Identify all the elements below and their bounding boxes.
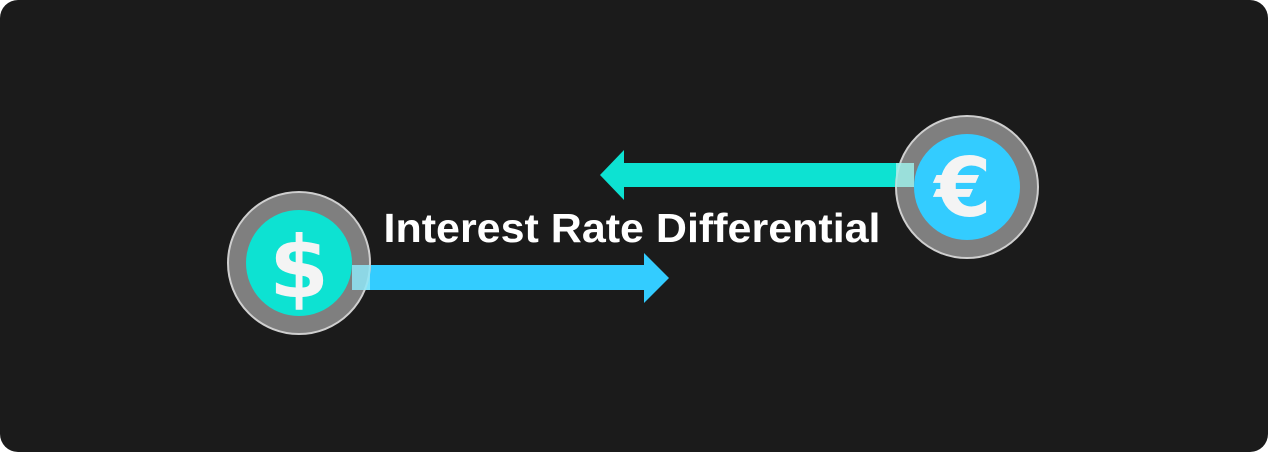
euro-coin: €: [895, 115, 1039, 259]
dollar-arrow-overlap: [352, 265, 370, 290]
dollar-arrow-shaft: [340, 265, 646, 290]
euro-arrow-overlap: [896, 163, 914, 187]
euro-coin-face: [914, 134, 1020, 240]
dollar-to-right-arrow: [340, 253, 669, 303]
dollar-arrow-head: [644, 253, 669, 303]
euro-symbol: €: [932, 141, 991, 236]
dollar-symbol: $: [269, 218, 329, 318]
euro-to-left-arrow: [600, 150, 924, 200]
dollar-coin: $: [227, 191, 371, 335]
euro-arrow-shaft: [622, 163, 924, 187]
diagram-title: Interest Rate Differential: [384, 205, 881, 251]
dollar-coin-face: [246, 210, 352, 316]
euro-arrow-head: [600, 150, 624, 200]
